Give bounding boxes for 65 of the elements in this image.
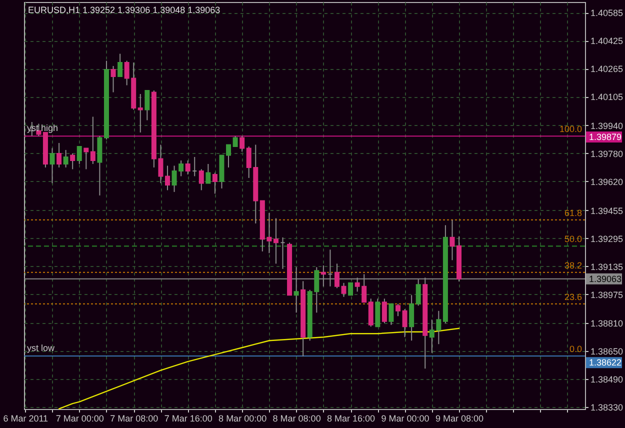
y-tick-label: 1.39455 <box>590 206 624 216</box>
candlestick <box>63 149 68 168</box>
candlestick <box>110 66 116 93</box>
candlestick <box>198 168 204 191</box>
candlestick <box>84 148 89 170</box>
candlestick <box>76 146 82 164</box>
candlestick <box>70 152 76 170</box>
candlestick <box>409 294 414 342</box>
y-tick-label: 1.39135 <box>590 262 624 272</box>
y-tick-label: 1.39620 <box>590 176 624 187</box>
y-tick-label: 1.40105 <box>590 92 624 102</box>
x-tick-label: 6 Mar 2011 <box>3 414 48 424</box>
y-tick-label: 1.38330 <box>590 402 624 413</box>
line-series <box>58 328 460 410</box>
y-tick-label: 1.38490 <box>590 374 624 385</box>
y-tick-label: 1.38810 <box>590 318 624 329</box>
candlestick <box>185 160 190 175</box>
candlestick <box>273 218 278 264</box>
candlestick <box>341 282 346 298</box>
x-tick-label: 8 Mar 00:00 <box>218 414 267 424</box>
candlestick <box>138 94 143 133</box>
chart-title: EURUSD,H1 1.39252 1.39306 1.39048 1.39063 <box>28 5 220 15</box>
annotation: 61.8 <box>564 208 582 218</box>
candlestick <box>144 90 150 121</box>
candlestick <box>212 172 218 194</box>
candlestick <box>348 282 354 296</box>
y-tick-label: 1.39295 <box>590 234 624 244</box>
candlestick <box>396 303 400 317</box>
x-tick-label: 7 Mar 00:00 <box>56 414 104 424</box>
x-tick-label: 9 Mar 00:00 <box>381 414 430 424</box>
x-tick-label: 8 Mar 16:00 <box>327 414 376 424</box>
y-tick-label: 1.40425 <box>590 36 624 46</box>
candlestick <box>226 144 232 168</box>
candlestick <box>382 298 387 324</box>
candlestick <box>165 165 170 191</box>
candlestick <box>388 303 394 326</box>
annotation: 23.6 <box>564 292 582 302</box>
candlestick <box>232 135 238 147</box>
y-tick-label: 1.38622 <box>589 358 622 368</box>
x-tick-label: 8 Mar 08:00 <box>272 414 321 424</box>
candlestick <box>368 298 374 328</box>
candlestick <box>450 219 455 261</box>
candlestick <box>56 142 62 168</box>
y-tick-label: 1.39940 <box>590 120 624 131</box>
candlestick <box>402 308 408 338</box>
candlestick <box>206 163 211 184</box>
y-tick-label: 1.39879 <box>589 132 622 142</box>
candlestick <box>240 135 245 152</box>
annotation: 100.0 <box>559 124 582 134</box>
candlestick <box>50 148 55 184</box>
x-tick-label: 9 Mar 08:00 <box>436 414 484 424</box>
x-tick-label: 7 Mar 16:00 <box>164 414 212 424</box>
x-tick-label: 7 Mar 08:00 <box>110 414 158 424</box>
annotation: 0.0 <box>569 344 582 354</box>
y-tick-label: 1.40265 <box>590 64 624 74</box>
ref-line-label: yst low <box>27 343 56 354</box>
candlestick <box>90 116 96 164</box>
annotation: 38.2 <box>564 260 582 270</box>
y-tick-label: 1.38975 <box>590 290 624 300</box>
annotation: 50.0 <box>564 234 582 244</box>
y-tick-label: 1.39780 <box>590 148 624 159</box>
y-tick-label: 1.39063 <box>589 274 622 284</box>
y-tick-label: 1.40585 <box>590 8 624 18</box>
candlestick <box>118 53 123 78</box>
y-tick-label: 1.38650 <box>590 346 624 357</box>
